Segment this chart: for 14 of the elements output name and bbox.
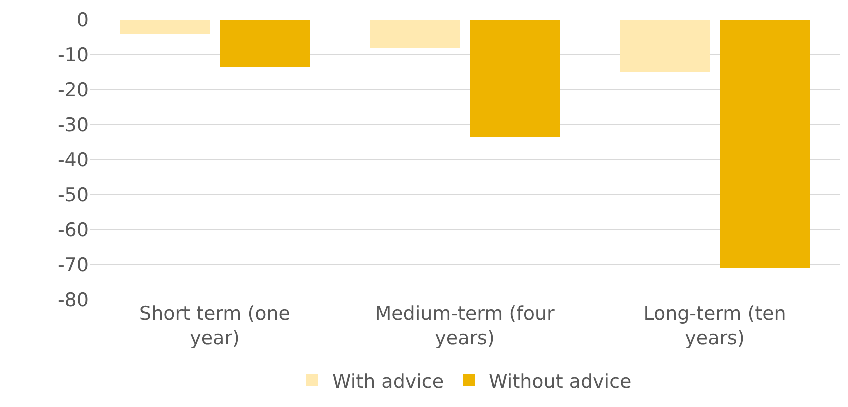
x-tick-label: Long-term (ten years) [644, 303, 786, 350]
y-tick-label: -10 [58, 44, 89, 67]
y-tick-label: -60 [58, 220, 89, 242]
y-tick-label: -30 [58, 114, 89, 137]
legend-label: Without advice [489, 370, 632, 393]
x-tick-label: Medium-term (four years) [375, 303, 555, 350]
y-tick-label: -80 [58, 290, 89, 312]
y-tick-label: -20 [58, 80, 89, 102]
y-tick-label: 0 [76, 10, 89, 32]
y-tick-label: -40 [58, 150, 89, 172]
y-tick-label: -70 [58, 254, 89, 277]
legend-label: With advice [332, 370, 444, 393]
x-tick-label: Short term (one year) [140, 303, 290, 350]
y-tick-label: -50 [58, 184, 89, 207]
